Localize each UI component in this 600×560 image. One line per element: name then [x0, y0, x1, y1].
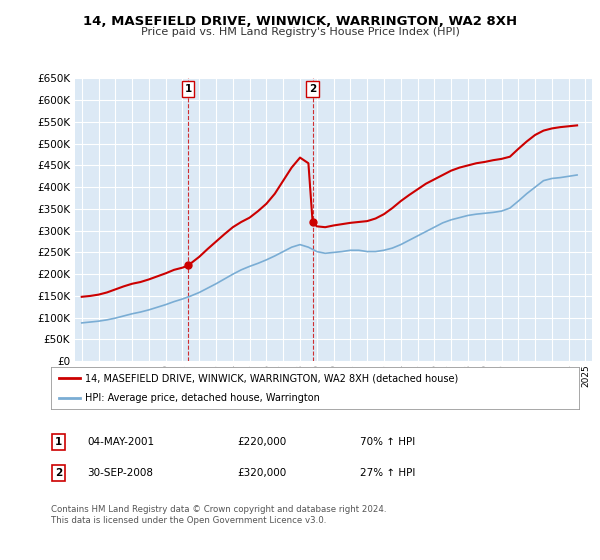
Text: HPI: Average price, detached house, Warrington: HPI: Average price, detached house, Warr… [85, 393, 320, 403]
Text: £220,000: £220,000 [237, 437, 286, 447]
Text: 2: 2 [309, 84, 316, 94]
Text: 30-SEP-2008: 30-SEP-2008 [87, 468, 153, 478]
Text: 70% ↑ HPI: 70% ↑ HPI [360, 437, 415, 447]
Text: Price paid vs. HM Land Registry's House Price Index (HPI): Price paid vs. HM Land Registry's House … [140, 27, 460, 37]
Text: Contains HM Land Registry data © Crown copyright and database right 2024.
This d: Contains HM Land Registry data © Crown c… [51, 505, 386, 525]
Text: 1: 1 [185, 84, 192, 94]
Text: 27% ↑ HPI: 27% ↑ HPI [360, 468, 415, 478]
Text: 2: 2 [55, 468, 62, 478]
Text: 14, MASEFIELD DRIVE, WINWICK, WARRINGTON, WA2 8XH (detached house): 14, MASEFIELD DRIVE, WINWICK, WARRINGTON… [85, 373, 458, 383]
Text: 04-MAY-2001: 04-MAY-2001 [87, 437, 154, 447]
Text: 1: 1 [55, 437, 62, 447]
Text: 14, MASEFIELD DRIVE, WINWICK, WARRINGTON, WA2 8XH: 14, MASEFIELD DRIVE, WINWICK, WARRINGTON… [83, 15, 517, 27]
Text: £320,000: £320,000 [237, 468, 286, 478]
